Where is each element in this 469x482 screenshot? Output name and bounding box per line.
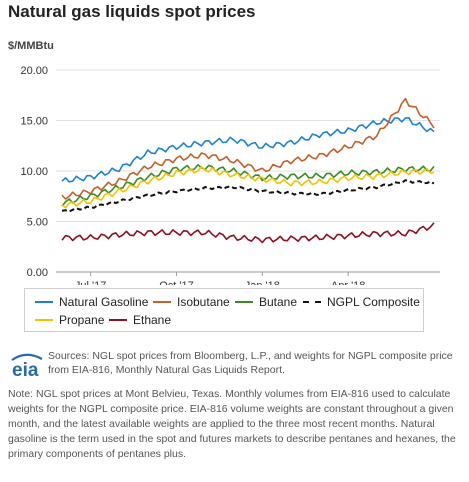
chart-legend: Natural Gasoline Isobutane Butane NGPL C…: [24, 288, 424, 332]
y-tick-labels: 0.00 5.00 10.00 15.00 20.00: [20, 65, 48, 279]
legend-label-butane: Butane: [259, 295, 298, 309]
series-line-isobutane: [61, 97, 435, 200]
legend-label-ngpl-composite: NGPL Composite: [327, 295, 420, 309]
legend-swatch-ethane: [109, 319, 127, 321]
eia-logo: eia: [11, 353, 43, 378]
sources-text: Sources: NGL spot prices from Bloomberg,…: [48, 350, 453, 376]
legend-swatch-natural-gasoline: [35, 301, 53, 303]
y-tick-label: 10.00: [20, 166, 48, 178]
y-tick-label: 0.00: [27, 267, 48, 279]
line-chart: 0.00 5.00 10.00 15.00 20.00 Jul '17 Oct '17 Ja…: [20, 65, 440, 285]
legend-label-isobutane: Isobutane: [177, 295, 230, 309]
y-tick-label: 5.00: [27, 217, 48, 229]
legend-item-butane: Butane: [235, 295, 297, 309]
legend-item-isobutane: Isobutane: [153, 295, 230, 309]
y-axis-unit-label: $/MMBtu: [8, 40, 54, 52]
x-tick-labels: Jul '17 Oct '17 Jan '18 Apr '18: [75, 272, 366, 285]
legend-label-ethane: Ethane: [133, 313, 172, 327]
series-line-ngpl-composite: [61, 179, 435, 213]
legend-item-ngpl-composite: NGPL Composite: [303, 295, 420, 309]
legend-label-propane: Propane: [59, 313, 105, 327]
legend-swatch-ngpl-composite: [303, 301, 321, 303]
x-tick-label: Jan '18: [245, 280, 280, 285]
legend-swatch-butane: [235, 301, 253, 303]
legend-swatch-isobutane: [153, 301, 171, 303]
note-text: Note: NGL spot prices at Mont Belvieu, T…: [8, 388, 456, 460]
chart-title: Natural gas liquids spot prices: [8, 2, 256, 21]
legend-item-natural-gasoline: Natural Gasoline: [35, 295, 148, 309]
legend-swatch-propane: [35, 319, 53, 321]
y-tick-label: 20.00: [20, 65, 48, 77]
gridlines: [56, 69, 440, 273]
legend-label-natural-gasoline: Natural Gasoline: [59, 295, 149, 309]
series-lines: [61, 97, 435, 244]
x-tick-label: Jul '17: [75, 280, 106, 285]
x-tick-label: Apr '18: [331, 280, 366, 285]
x-tick-label: Oct '17: [159, 280, 194, 285]
legend-item-propane: Propane: [35, 313, 104, 327]
y-tick-label: 15.00: [20, 116, 48, 128]
series-line-ethane: [61, 222, 435, 244]
eia-logo-text: eia: [12, 360, 39, 378]
series-line-propane: [61, 165, 435, 209]
legend-item-ethane: Ethane: [109, 313, 171, 327]
series-line-natural-gasoline: [61, 117, 435, 183]
